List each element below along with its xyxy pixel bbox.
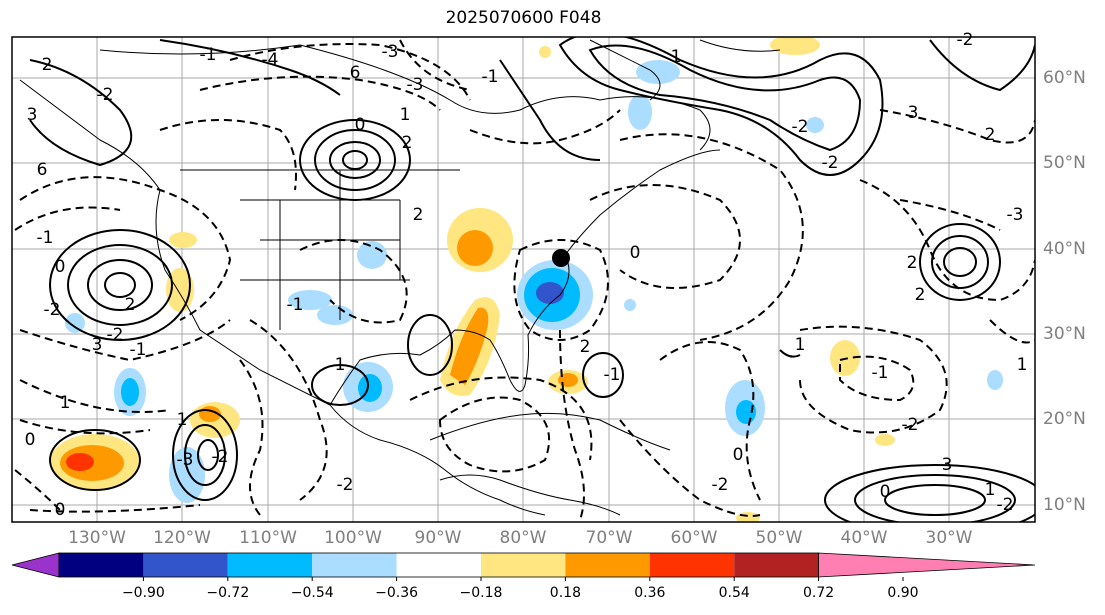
- colorbar-tick-label: 0.36: [634, 585, 666, 601]
- contour-label: -2: [97, 85, 114, 105]
- contour-label: 1: [335, 355, 346, 375]
- colorbar-tick-label: −0.90: [121, 585, 165, 601]
- colorbar-tick-label: −0.18: [459, 585, 503, 601]
- contour-label: 2: [915, 285, 926, 305]
- contour-label: 0: [630, 243, 641, 263]
- contour-label: -1: [482, 67, 499, 87]
- contour-label: -2: [822, 153, 839, 173]
- longitude-label: 130°W: [68, 528, 126, 548]
- latitude-label: 60°N: [1043, 68, 1086, 88]
- longitude-label: 90°W: [414, 528, 462, 548]
- contour-label: -4: [262, 50, 279, 70]
- longitude-label: 80°W: [499, 528, 547, 548]
- contour-label: -1: [604, 365, 621, 385]
- contour-label: 2: [907, 253, 918, 273]
- contour-label: -1: [37, 228, 54, 248]
- contour-label: 2: [985, 125, 996, 145]
- contour-label: 2: [125, 295, 136, 315]
- contour-label: -3: [1007, 205, 1024, 225]
- colorbar-segment: [734, 553, 819, 577]
- colorbar-segment: [649, 553, 735, 577]
- colorbar-segment: [227, 553, 313, 577]
- latitude-label: 10°N: [1043, 495, 1086, 515]
- map-frame: [11, 36, 1036, 523]
- contour-label: 0: [55, 500, 66, 520]
- contour-label: -1: [287, 295, 304, 315]
- contour-label: -1: [130, 340, 147, 360]
- colorbar-tick-label: 0.18: [549, 585, 581, 601]
- contour-label: 6: [37, 160, 48, 180]
- contour-label: 6: [350, 63, 361, 83]
- colorbar-segment: [565, 553, 650, 577]
- contour-label: -2: [957, 30, 974, 50]
- contour-label: 1: [985, 480, 996, 500]
- contour-label: 0: [55, 257, 66, 277]
- contour-label: -2: [212, 447, 229, 467]
- longitude-label: 30°W: [925, 528, 973, 548]
- contour-label: 3: [27, 105, 38, 125]
- contour-label: -2: [997, 495, 1014, 515]
- contour-label: -3: [407, 75, 424, 95]
- contour-label: 1: [671, 47, 682, 67]
- colorbar-tick-label: −0.36: [375, 585, 419, 601]
- contour-label: 3: [942, 455, 953, 475]
- contour-label: 2: [580, 337, 591, 357]
- contour-label: 2: [402, 133, 413, 153]
- colorbar-segment: [59, 553, 144, 577]
- latitude-label: 40°N: [1043, 239, 1086, 259]
- contour-label: -2: [44, 300, 61, 320]
- longitude-label: 60°W: [670, 528, 718, 548]
- colorbar: [11, 552, 1036, 581]
- contour-label: -3: [382, 42, 399, 62]
- contour-label: 0: [25, 430, 36, 450]
- colorbar-extend-high: [818, 552, 1036, 578]
- colorbar-tick-label: 0.54: [718, 585, 750, 601]
- colorbar-segment: [396, 553, 481, 577]
- contour-label: 1: [795, 335, 806, 355]
- contour-label: -2: [107, 325, 124, 345]
- colorbar-tick-label: −0.54: [290, 585, 334, 601]
- latitude-label: 30°N: [1043, 324, 1086, 344]
- storm-center-marker: [552, 249, 570, 267]
- colorbar-tick-label: 0.72: [803, 585, 835, 601]
- colorbar-segment: [143, 553, 228, 577]
- longitude-label: 120°W: [153, 528, 211, 548]
- contour-label: 0: [880, 482, 891, 502]
- colorbar-outline: [58, 552, 819, 578]
- longitude-label: 100°W: [324, 528, 382, 548]
- map-title: 2025070600 F048: [445, 8, 602, 28]
- longitude-label: 50°W: [755, 528, 803, 548]
- contours: [14, 37, 1035, 522]
- contour-label: -1: [200, 45, 217, 65]
- contour-label: 1: [400, 105, 411, 125]
- contour-label: 3: [92, 335, 103, 355]
- longitude-label: 110°W: [239, 528, 297, 548]
- contour-label: -1: [872, 363, 889, 383]
- longitude-label: 70°W: [585, 528, 633, 548]
- anomaly-shading: [50, 37, 1003, 522]
- contour-label: 1: [1017, 355, 1028, 375]
- longitude-label: 40°W: [840, 528, 888, 548]
- contour-label: 1: [60, 393, 71, 413]
- colorbar-segment: [481, 553, 566, 577]
- contour-label: 2: [413, 205, 424, 225]
- contour-label: 0: [733, 445, 744, 465]
- contour-label: -2: [337, 475, 354, 495]
- contour-label: -2: [712, 475, 729, 495]
- colorbar-extend-low: [11, 552, 60, 578]
- colorbar-segment: [312, 553, 397, 577]
- contour-label: -2: [902, 415, 919, 435]
- latitude-label: 20°N: [1043, 409, 1086, 429]
- contour-label: 1: [177, 410, 188, 430]
- contour-label: 3: [908, 103, 919, 123]
- colorbar-tick-label: 0.90: [887, 585, 919, 601]
- latitude-label: 50°N: [1043, 153, 1086, 173]
- contour-label: -3: [177, 450, 194, 470]
- contour-label: -2: [792, 117, 809, 137]
- contour-label: 0: [355, 115, 366, 135]
- contour-label: 2: [42, 55, 53, 75]
- colorbar-tick-label: −0.72: [206, 585, 250, 601]
